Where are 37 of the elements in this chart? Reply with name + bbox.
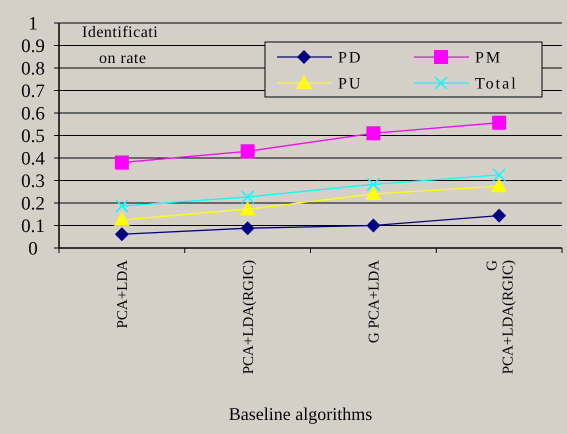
y-tick-label: 0.7 (21, 81, 45, 102)
y-tick-label: 0.6 (21, 104, 45, 125)
point (240, 201, 256, 216)
point (366, 178, 380, 192)
point (366, 126, 380, 140)
legend-label: PD (338, 50, 362, 67)
point (492, 116, 506, 130)
y-tick-label: 0 (28, 238, 38, 260)
point (240, 190, 254, 204)
x-tick-label: PCA+LDA(RGIC) (240, 260, 257, 374)
y-tick-label: 0.8 (21, 58, 45, 80)
point (491, 178, 508, 192)
point (366, 218, 380, 232)
point (492, 168, 506, 182)
point (365, 186, 382, 200)
point (115, 199, 129, 213)
y-tick-label: 0.2 (21, 194, 45, 215)
legend-label: PM (475, 50, 502, 67)
x-tick-label: G PCA+LDA (366, 260, 383, 344)
y-tick-label: 0.4 (21, 148, 46, 170)
point (492, 208, 506, 223)
point (114, 212, 130, 226)
x-tick-label: PCA+LDA (115, 260, 132, 328)
x-axis-title: Baseline algorithms (228, 404, 372, 424)
x-tick-label: G PCA+LDA(RGIC) (484, 260, 516, 374)
y-tick-label: 0.1 (21, 216, 45, 238)
point (114, 156, 129, 170)
point (114, 227, 129, 242)
y-tick-label: 1 (28, 14, 38, 35)
y-axis-title: Identification rate (82, 24, 158, 67)
legend-label: Total (475, 76, 518, 93)
y-tick-label: 0.5 (21, 126, 45, 148)
y-tick-label: 0.9 (21, 36, 45, 58)
point (240, 221, 255, 236)
y-tick-label: 0.3 (21, 171, 45, 192)
legend-label: PU (338, 76, 362, 93)
point (240, 144, 255, 158)
